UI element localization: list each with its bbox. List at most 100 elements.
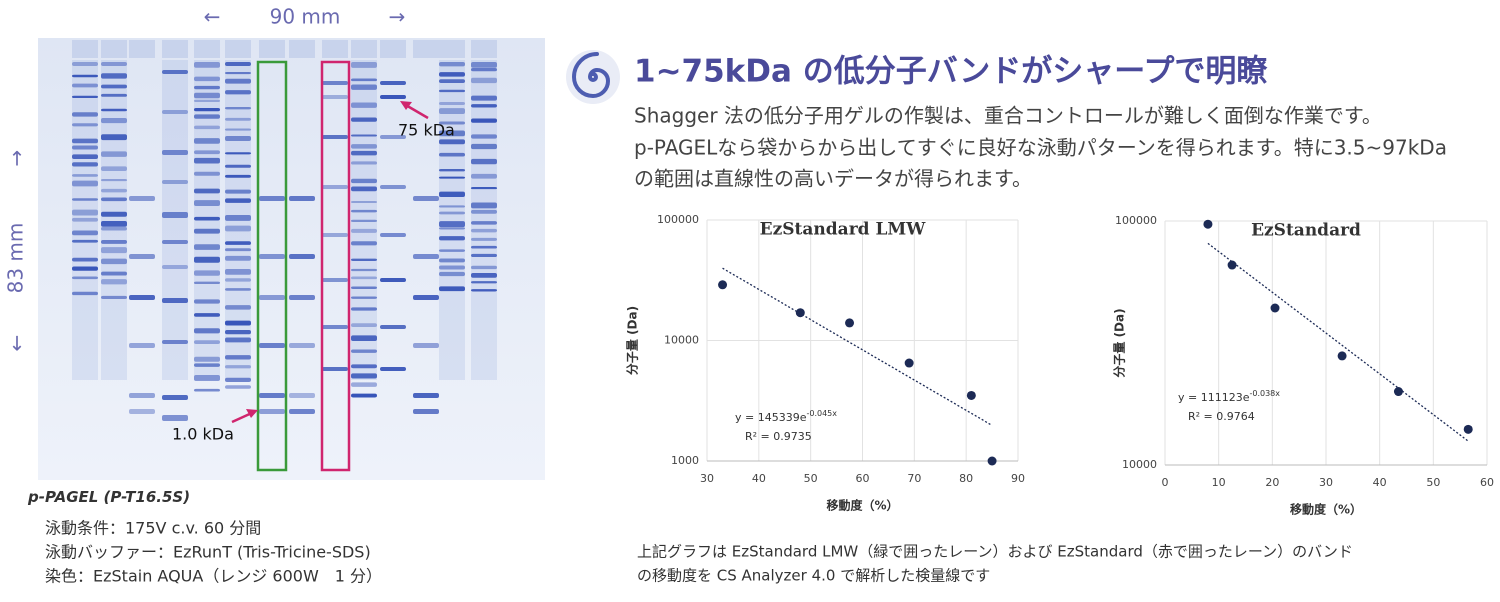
gel-well (380, 40, 406, 58)
lmw-lane-box (256, 60, 288, 472)
gel-band (439, 102, 465, 105)
gel-band (351, 364, 377, 369)
gel-band (322, 185, 348, 189)
gel-band (439, 139, 465, 145)
equation-exponent: -0.045x (806, 409, 837, 418)
gel-band (101, 134, 127, 141)
gel-smear (439, 60, 465, 380)
gel-well (259, 40, 285, 58)
gel-band (380, 325, 406, 329)
gel-well (225, 40, 251, 58)
gel-band (439, 62, 465, 67)
gel-band (413, 409, 439, 414)
gel-band (351, 268, 377, 272)
gel-band (351, 78, 377, 82)
gel-well (101, 40, 127, 58)
gel-band (225, 215, 251, 221)
gel-band (101, 73, 127, 79)
gel-band (351, 150, 377, 156)
gel-band (101, 108, 127, 112)
gel-band (194, 363, 220, 367)
gel-band (471, 245, 497, 249)
gel-band (194, 150, 220, 155)
gel-band (289, 393, 315, 398)
gel-height: 83 mm (4, 223, 28, 294)
gel-band (129, 343, 155, 348)
gel-band (194, 107, 220, 112)
gel-band (289, 254, 315, 259)
gel-band (351, 178, 377, 184)
gel-band (101, 166, 127, 171)
gel-band (322, 367, 348, 371)
gel-band (72, 276, 98, 280)
gel-band (380, 135, 406, 139)
gel-band (259, 196, 285, 201)
chart-title: EzStandard (1251, 221, 1361, 241)
gel-band (471, 173, 497, 179)
x-tick-label: 50 (804, 472, 818, 485)
gel-band (351, 296, 377, 299)
gel-band (225, 355, 251, 360)
gel-band (72, 123, 98, 127)
gel-band (225, 255, 251, 261)
gel-band (413, 295, 439, 300)
gel-band (101, 188, 127, 193)
gel-smear (351, 60, 377, 380)
gel-band (322, 325, 348, 329)
gel-band (471, 134, 497, 139)
gel-band (101, 197, 127, 202)
gel-band (225, 198, 251, 203)
gel-band (194, 216, 220, 221)
data-point (1227, 260, 1237, 270)
gel-band (129, 196, 155, 201)
gel-band (471, 253, 497, 258)
gel-band (225, 225, 251, 232)
trend-line (722, 267, 993, 426)
gel-band (471, 273, 497, 278)
gel-band (101, 258, 127, 265)
gel-band (413, 393, 439, 398)
gel-band (471, 221, 497, 225)
gel-band (471, 186, 497, 190)
gel-band (225, 385, 251, 389)
gel-band (162, 395, 188, 400)
gel-band (225, 305, 251, 310)
gel-band (259, 295, 285, 300)
gel-band (194, 171, 220, 176)
gel-band (225, 152, 251, 155)
gel-band (259, 343, 285, 348)
gel-band (72, 83, 98, 88)
gel-band (439, 211, 465, 215)
gel-band (439, 271, 465, 277)
product-code: (P-T16.5S) (104, 488, 191, 506)
gel-band (194, 228, 220, 234)
gel-well (439, 40, 465, 58)
product-name: p-PAGEL (P-T16.5S) (27, 488, 190, 506)
y-axis-label: 分子量 (Da) (625, 306, 640, 375)
gel-band (439, 221, 465, 228)
x-tick-label: 90 (1011, 472, 1025, 485)
gel-band (289, 343, 315, 348)
y-tick-label: 100000 (1115, 214, 1157, 227)
gel-band (162, 340, 188, 344)
gel-band (225, 278, 251, 282)
gel-band (471, 281, 497, 284)
data-point (1463, 424, 1473, 434)
gel-smear (101, 60, 127, 380)
gel-band (351, 102, 377, 108)
gel-band (351, 117, 377, 122)
gel-well (162, 40, 188, 58)
gel-band (194, 114, 220, 119)
marker-arrowhead (400, 101, 412, 110)
data-point (1393, 387, 1403, 397)
gel-band (72, 257, 98, 262)
gel-band (351, 219, 377, 223)
gel-band (471, 209, 497, 214)
gel-band (380, 367, 406, 371)
gel-smear (471, 60, 497, 380)
data-point (1270, 303, 1280, 313)
caption-line: 泳動条件：175V c.v. 60 分間 (45, 519, 261, 538)
gel-well (413, 40, 439, 58)
gel-band (101, 295, 127, 299)
